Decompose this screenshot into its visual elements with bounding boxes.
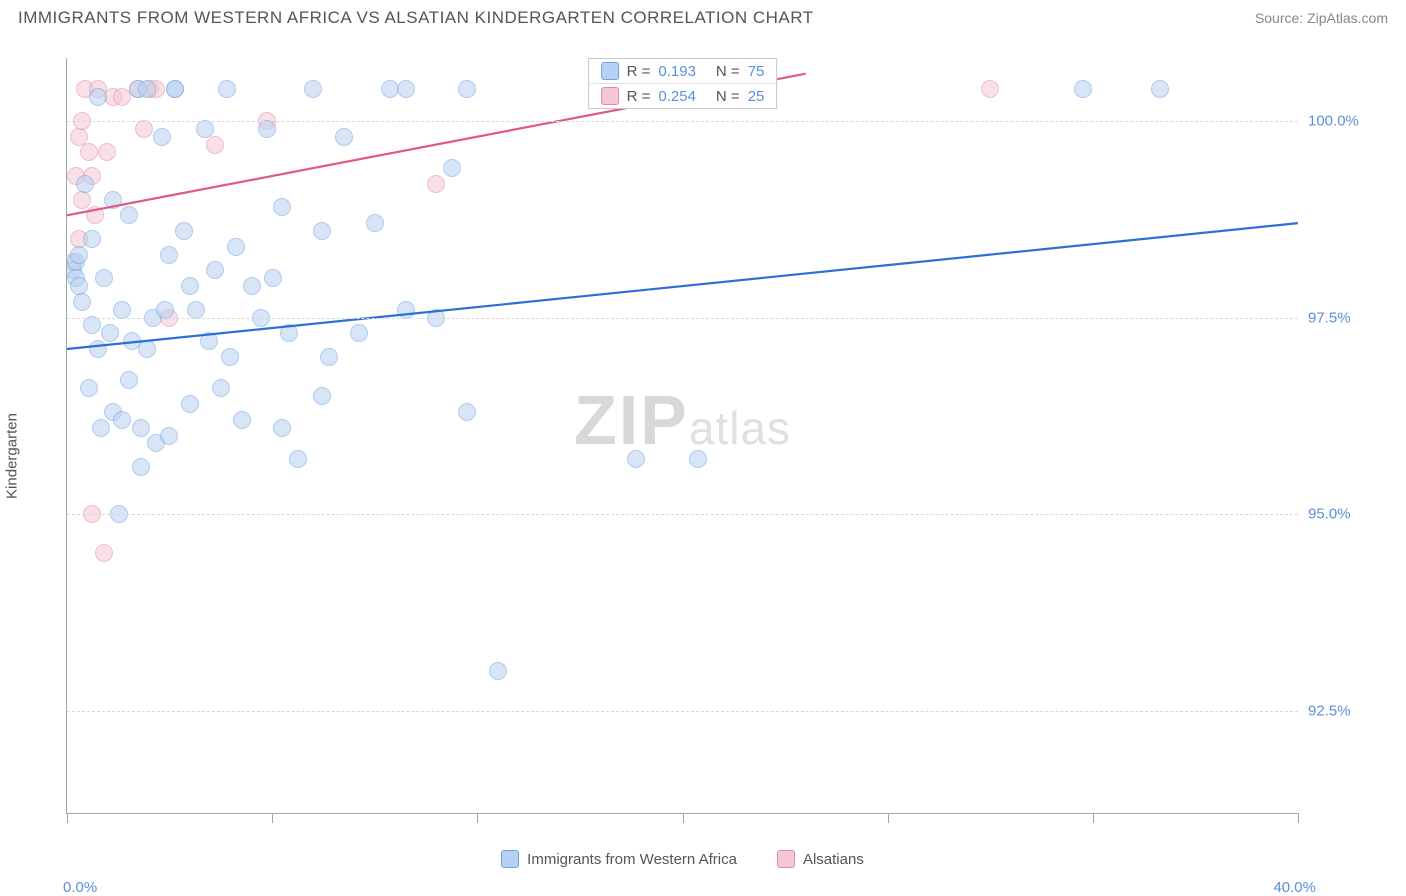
swatch-series1 (601, 62, 619, 80)
y-tick-label: 92.5% (1308, 702, 1378, 719)
stats-row-series2: R = 0.254 N = 25 (589, 84, 777, 108)
x-tick (1298, 813, 1299, 823)
swatch-icon (501, 850, 519, 868)
legend-label-series1: Immigrants from Western Africa (527, 851, 737, 868)
x-tick (272, 813, 273, 823)
x-tick (477, 813, 478, 823)
r-value-series2: 0.254 (658, 88, 696, 105)
stats-row-series1: R = 0.193 N = 75 (589, 59, 777, 84)
legend-item-series1: Immigrants from Western Africa (501, 850, 737, 868)
y-tick-label: 100.0% (1308, 112, 1378, 129)
n-value-series1: 75 (748, 63, 765, 80)
y-tick-label: 95.0% (1308, 506, 1378, 523)
x-tick (67, 813, 68, 823)
legend-item-series2: Alsatians (777, 850, 864, 868)
gridline-h (67, 711, 1298, 712)
gridline-h (67, 121, 1298, 122)
r-value-series1: 0.193 (658, 63, 696, 80)
stats-legend: R = 0.193 N = 75 R = 0.254 N = 25 (588, 58, 778, 109)
x-tick (683, 813, 684, 823)
bottom-legend: Immigrants from Western Africa Alsatians… (67, 850, 1298, 868)
plot-area: ZIPatlas R = 0.193 N = 75 R = 0.254 N = … (66, 58, 1298, 814)
gridline-h (67, 514, 1298, 515)
source-label: Source: ZipAtlas.com (1255, 10, 1388, 26)
swatch-icon (777, 850, 795, 868)
swatch-series2 (601, 87, 619, 105)
gridline-h (67, 318, 1298, 319)
n-value-series2: 25 (748, 88, 765, 105)
x-tick-min: 0.0% (63, 879, 97, 896)
y-tick-label: 97.5% (1308, 309, 1378, 326)
x-tick-max: 40.0% (1273, 879, 1316, 896)
legend-label-series2: Alsatians (803, 851, 864, 868)
chart-title: IMMIGRANTS FROM WESTERN AFRICA VS ALSATI… (18, 8, 814, 28)
trend-lines (67, 58, 1298, 813)
x-tick (888, 813, 889, 823)
y-axis-label: Kindergarten (4, 413, 21, 499)
x-tick (1093, 813, 1094, 823)
chart-container: Kindergarten ZIPatlas R = 0.193 N = 75 R… (18, 38, 1388, 874)
